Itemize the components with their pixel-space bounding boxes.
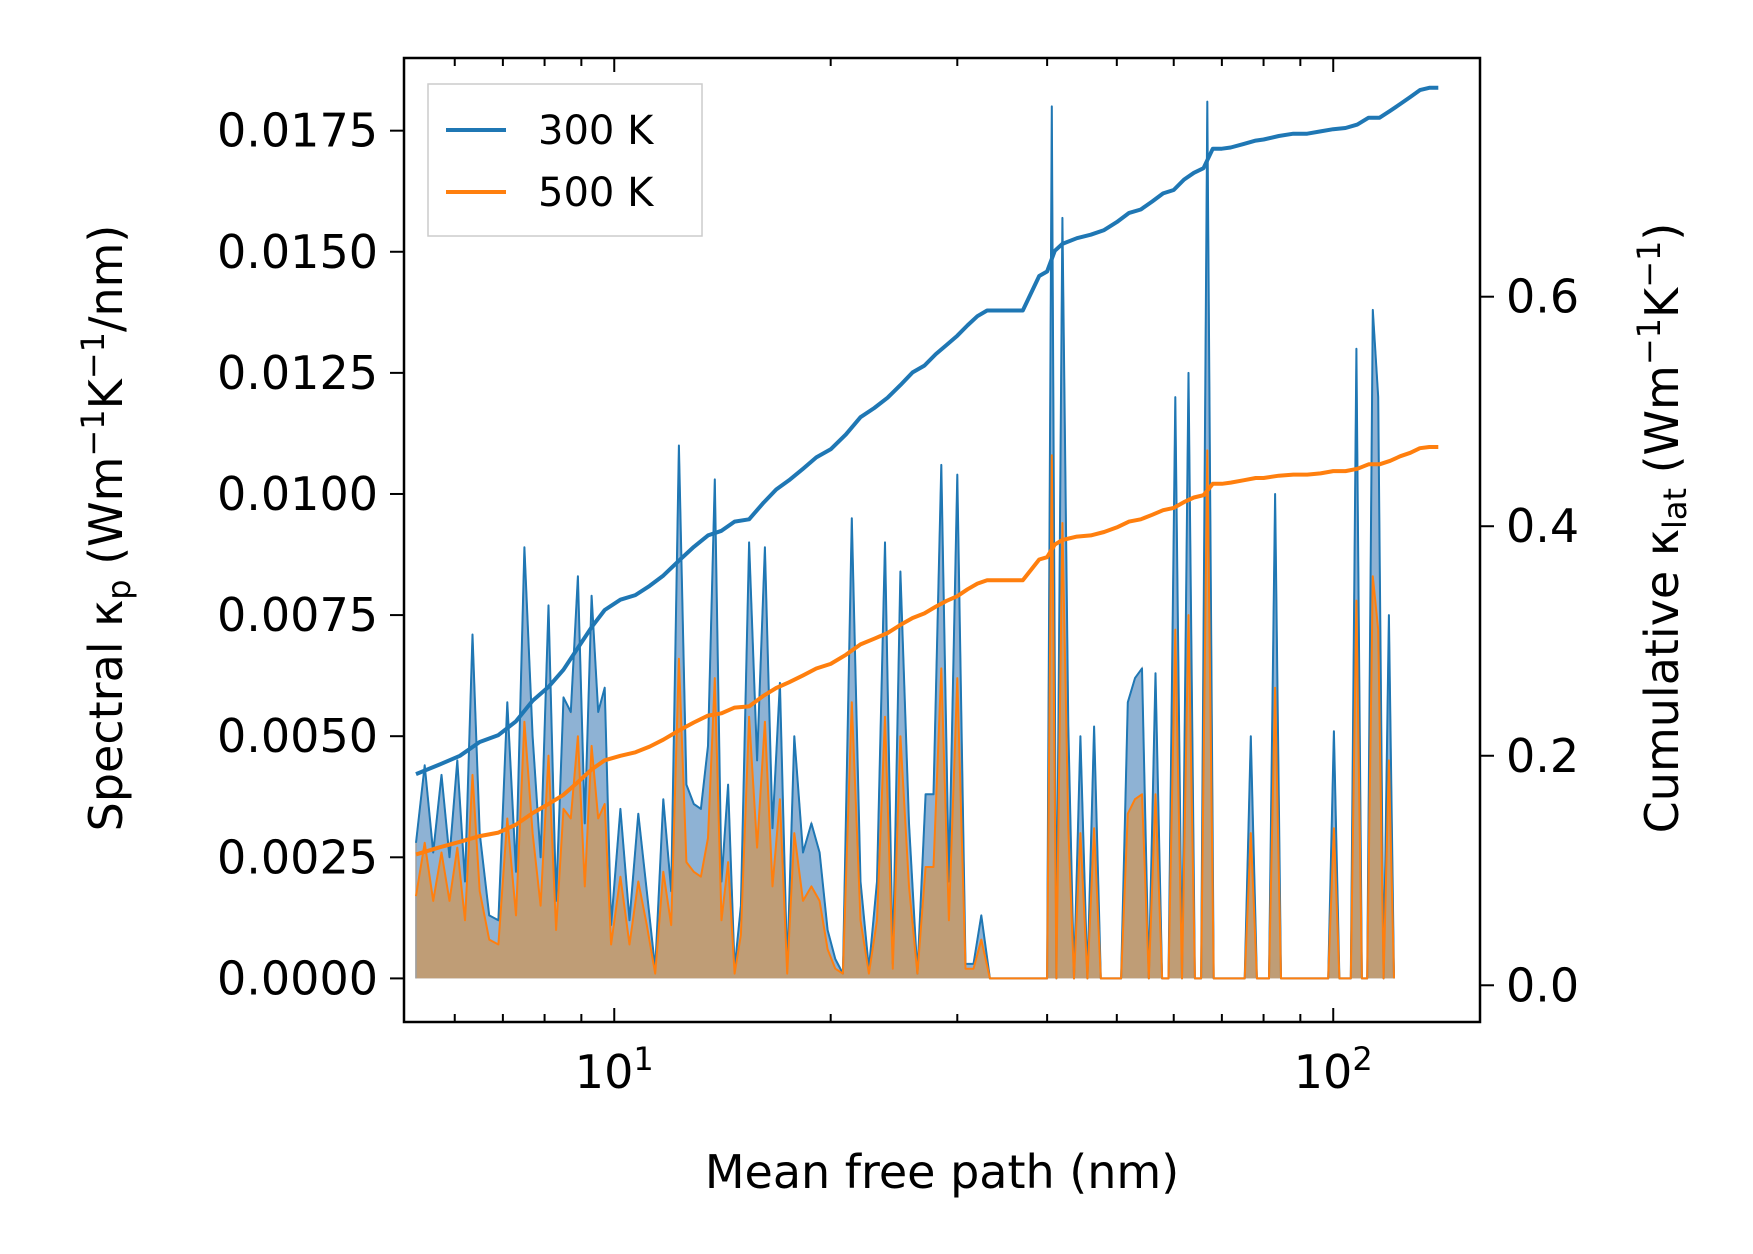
legend: 300 K 500 K <box>427 83 703 237</box>
y-left-title-exp1: −1 <box>74 409 112 456</box>
y-right-tick-label: 0.4 <box>1506 499 1579 553</box>
y-right-title-unit-mid: K <box>1635 286 1689 318</box>
cumulative-line-300k <box>415 85 1439 776</box>
y-right-title-sub: lat <box>1656 488 1694 529</box>
plot-area <box>415 85 1439 980</box>
y-right-tick-label: 0.2 <box>1506 729 1579 783</box>
y-left-tick-label: 0.0175 <box>217 104 378 158</box>
y-right-title-exp1: −1 <box>1630 318 1668 365</box>
y-left-title-sub: p <box>100 579 138 599</box>
x-tick-label: 101 <box>575 1040 654 1099</box>
y-left-tick-label: 0.0100 <box>217 467 378 521</box>
cumulative-line-500k <box>415 445 1439 857</box>
y-left-title-unit-open: (Wm <box>79 457 133 580</box>
spectral-lines <box>415 100 1395 980</box>
legend-box <box>427 83 703 237</box>
spectral-line-500k <box>415 449 1395 980</box>
x-tick-label-base: 10 <box>1294 1045 1353 1099</box>
y-right-tick-label: 0.0 <box>1506 958 1579 1012</box>
legend-label-500k: 500 K <box>538 170 655 216</box>
y-right-tick-label: 0.6 <box>1506 270 1579 324</box>
y-right-title-main: Cumulative κ <box>1635 529 1689 833</box>
y-left-tick-label: 0.0025 <box>217 830 378 884</box>
x-tick-label: 102 <box>1294 1040 1373 1099</box>
x-axis-title: Mean free path (nm) <box>705 1145 1179 1199</box>
y-left-tick-label: 0.0050 <box>217 709 378 763</box>
axis-tick-labels: 101 1020.00000.00250.00500.00750.01000.01… <box>217 104 1579 1099</box>
y-left-title-exp2: −1 <box>74 332 112 379</box>
y-left-title-unit-mid: K <box>79 377 133 409</box>
x-tick-label-base: 10 <box>575 1045 634 1099</box>
y-right-axis-title: Cumulative κlat (Wm−1K−1) <box>1630 223 1694 834</box>
axis-ticks <box>390 58 1494 1022</box>
y-left-tick-label: 0.0075 <box>217 588 378 642</box>
y-left-axis-title: Spectral κp (Wm−1K−1/nm) <box>74 225 138 832</box>
x-tick-label-exp: 2 <box>1352 1040 1372 1078</box>
plot-frame <box>402 56 1482 1024</box>
legend-label-300k: 300 K <box>538 108 655 154</box>
x-tick-label-exp: 1 <box>633 1040 653 1078</box>
y-left-tick-label: 0.0150 <box>217 225 378 279</box>
y-left-title-unit-close: /nm) <box>79 225 133 332</box>
y-right-title-exp2: −1 <box>1630 241 1668 288</box>
y-left-title-main: Spectral κ <box>79 600 133 832</box>
y-left-tick-label: 0.0000 <box>217 951 378 1005</box>
cumulative-lines <box>415 85 1439 857</box>
y-right-title-unit-open: (Wm <box>1635 365 1689 488</box>
y-left-tick-label: 0.0125 <box>217 346 378 400</box>
y-right-title-unit-close: ) <box>1635 223 1689 241</box>
